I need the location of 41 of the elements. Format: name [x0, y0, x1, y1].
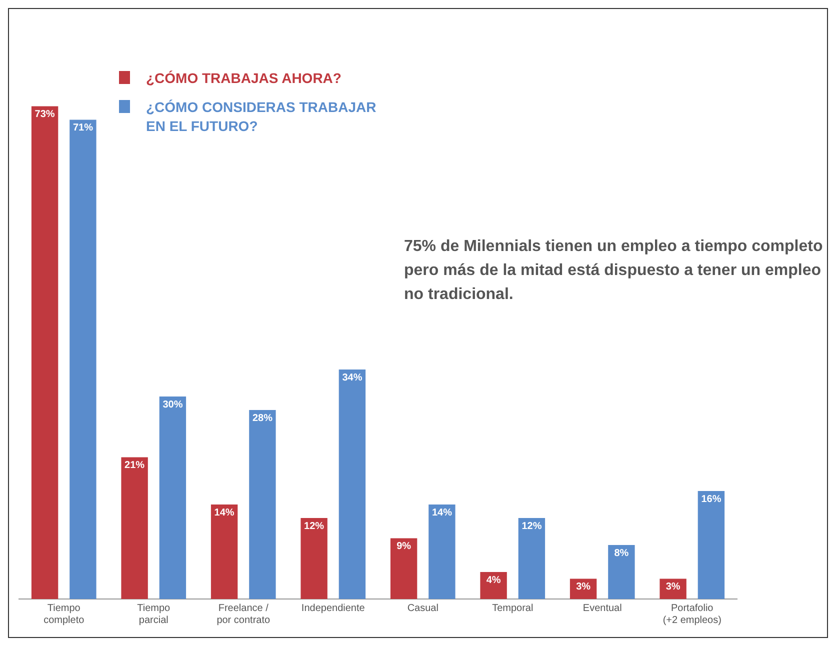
data-label: 4% [486, 574, 501, 586]
x-tick-label: Portafolio (+2 empleos) [662, 602, 722, 626]
data-label: 73% [34, 109, 55, 120]
data-label: 14% [432, 507, 452, 518]
x-tick-label: Freelance / por contrato [216, 602, 270, 626]
bar [159, 396, 186, 599]
bar [210, 504, 238, 599]
bar [338, 370, 366, 599]
bar [428, 504, 456, 599]
annotation: 75% de Milennials tienen un empleo a tiempo completo pero más de la mitad está dispuesto a tener un empleo no tradicional. [404, 237, 824, 305]
data-label: 30% [162, 399, 183, 410]
bar [698, 491, 725, 599]
bar [390, 538, 418, 599]
bar [121, 457, 148, 599]
x-tick-label: Tiempo completo [44, 602, 85, 626]
data-label: 16% [701, 494, 722, 505]
legend-label: ¿CÓMO TRABAJAS AHORA? [146, 69, 342, 88]
bar [249, 410, 276, 599]
data-label: 12% [522, 520, 542, 532]
data-label: 28% [252, 412, 273, 424]
data-label: 3% [666, 582, 680, 592]
data-label: 71% [72, 122, 94, 134]
bar [480, 572, 507, 599]
bar [70, 120, 96, 599]
data-label: 34% [342, 372, 362, 384]
data-label: 3% [576, 582, 591, 592]
data-label: 14% [214, 507, 234, 518]
x-tick-label: Independiente [301, 602, 366, 614]
bar [300, 518, 328, 599]
data-label: 12% [304, 520, 324, 532]
bar [518, 518, 546, 599]
x-tick-label: Temporal [492, 602, 534, 614]
data-label: 8% [614, 548, 629, 559]
legend-label: ¿CÓMO CONSIDERAS TRABAJAR EN EL FUTURO? [146, 98, 378, 136]
bar [608, 545, 635, 599]
x-tick-label: Tiempo parcial [137, 602, 171, 626]
x-tick-label: Casual [407, 602, 438, 614]
x-tick-label: Eventual [582, 602, 622, 614]
bar [31, 106, 58, 599]
data-label: 21% [124, 460, 145, 471]
data-label: 9% [396, 541, 412, 552]
